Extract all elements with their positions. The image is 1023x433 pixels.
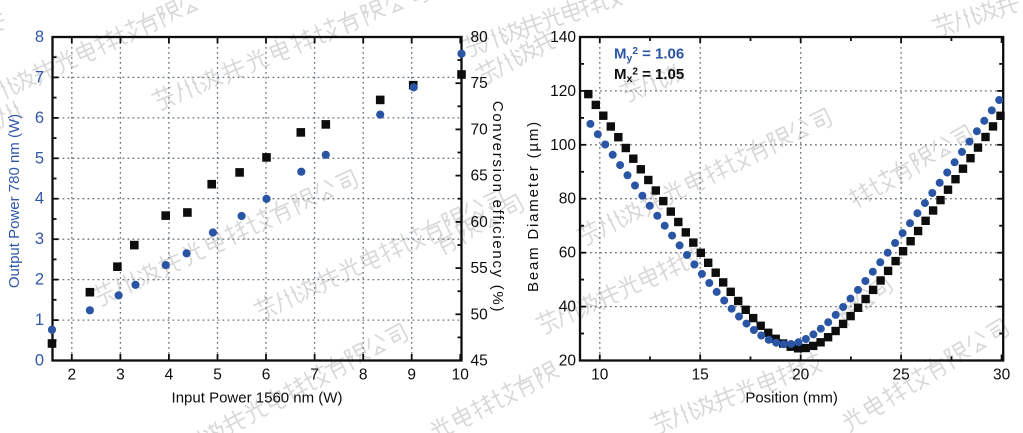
svg-text:Input Power 1560 nm (W): Input Power 1560 nm (W) bbox=[172, 390, 343, 407]
svg-text:Output Power 780 nm (W): Output Power 780 nm (W) bbox=[6, 114, 23, 288]
svg-text:1: 1 bbox=[35, 311, 44, 329]
svg-text:80: 80 bbox=[559, 191, 577, 208]
svg-text:100: 100 bbox=[550, 137, 576, 154]
svg-text:80: 80 bbox=[471, 29, 489, 46]
svg-text:10: 10 bbox=[591, 367, 609, 384]
svg-text:2: 2 bbox=[67, 367, 76, 384]
svg-text:Position (mm): Position (mm) bbox=[745, 390, 838, 407]
svg-text:8: 8 bbox=[35, 28, 44, 46]
svg-text:120: 120 bbox=[550, 83, 576, 100]
svg-text:4: 4 bbox=[165, 367, 174, 384]
svg-text:2: 2 bbox=[35, 271, 44, 289]
svg-text:70: 70 bbox=[471, 121, 489, 138]
svg-text:5: 5 bbox=[35, 149, 44, 167]
svg-text:60: 60 bbox=[559, 245, 577, 262]
svg-text:3: 3 bbox=[116, 367, 125, 384]
svg-text:25: 25 bbox=[892, 367, 909, 384]
svg-text:Beam Diameter (µm): Beam Diameter (µm) bbox=[525, 120, 542, 292]
svg-text:7: 7 bbox=[35, 68, 44, 86]
svg-text:75: 75 bbox=[471, 75, 488, 92]
svg-text:3: 3 bbox=[35, 230, 44, 248]
svg-text:20: 20 bbox=[792, 367, 810, 384]
svg-text:140: 140 bbox=[550, 29, 576, 46]
svg-text:15: 15 bbox=[692, 367, 709, 384]
svg-text:8: 8 bbox=[359, 367, 368, 384]
svg-text:20: 20 bbox=[559, 353, 577, 370]
svg-text:Conversion efficiency (%): Conversion efficiency (%) bbox=[489, 101, 506, 313]
svg-text:4: 4 bbox=[35, 190, 44, 208]
svg-text:6: 6 bbox=[35, 109, 44, 127]
svg-text:Mx2 = 1.05: Mx2 = 1.05 bbox=[614, 66, 684, 85]
svg-text:30: 30 bbox=[993, 367, 1011, 384]
svg-text:9: 9 bbox=[407, 367, 416, 384]
svg-text:65: 65 bbox=[471, 168, 488, 185]
svg-text:6: 6 bbox=[262, 367, 271, 384]
svg-text:60: 60 bbox=[471, 214, 489, 231]
svg-text:5: 5 bbox=[213, 367, 222, 384]
svg-text:My2 = 1.06: My2 = 1.06 bbox=[614, 46, 684, 65]
svg-text:50: 50 bbox=[471, 306, 489, 323]
svg-text:10: 10 bbox=[452, 367, 470, 384]
svg-text:40: 40 bbox=[559, 299, 577, 316]
svg-text:45: 45 bbox=[471, 353, 488, 370]
svg-text:7: 7 bbox=[310, 367, 319, 384]
svg-text:55: 55 bbox=[471, 260, 488, 277]
svg-text:0: 0 bbox=[35, 352, 44, 370]
